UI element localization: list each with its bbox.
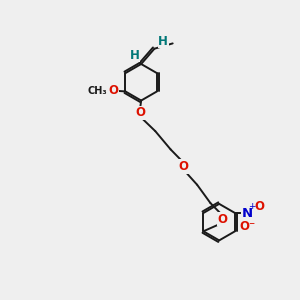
Text: O: O: [255, 200, 265, 213]
Text: +: +: [248, 202, 256, 211]
Text: O: O: [218, 213, 228, 226]
Text: H: H: [158, 35, 168, 48]
Text: CH₃: CH₃: [88, 86, 107, 96]
Text: H: H: [130, 49, 140, 62]
Text: O: O: [179, 160, 189, 173]
Text: O: O: [108, 84, 118, 97]
Text: N: N: [242, 206, 253, 220]
Text: O⁻: O⁻: [240, 220, 256, 233]
Text: O: O: [135, 106, 145, 119]
